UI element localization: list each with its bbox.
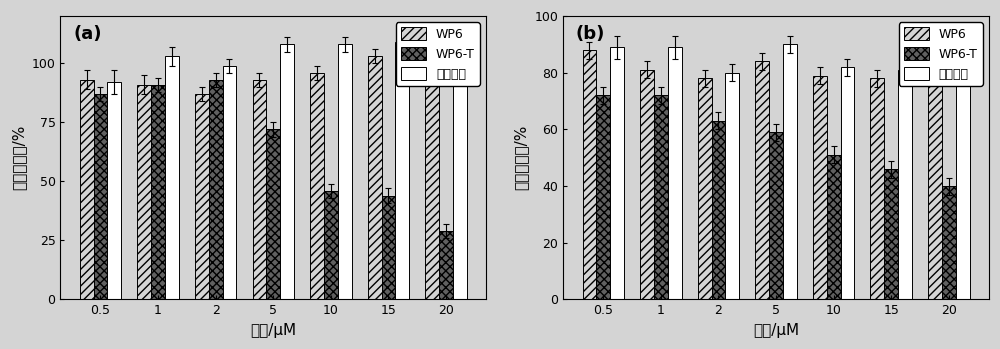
Bar: [253, 80, 266, 299]
Bar: [654, 96, 668, 299]
Bar: [755, 61, 769, 299]
Bar: [640, 70, 654, 299]
Bar: [725, 73, 739, 299]
Bar: [209, 80, 223, 299]
Bar: [425, 47, 439, 299]
Bar: [338, 44, 352, 299]
Bar: [596, 96, 610, 299]
Text: (b): (b): [576, 25, 605, 43]
Bar: [827, 155, 841, 299]
Bar: [382, 195, 395, 299]
Bar: [712, 121, 725, 299]
Y-axis label: 细胞存活率/%: 细胞存活率/%: [514, 125, 529, 191]
Bar: [266, 129, 280, 299]
Bar: [942, 186, 956, 299]
Bar: [898, 70, 912, 299]
Bar: [928, 59, 942, 299]
Bar: [956, 53, 970, 299]
Legend: WP6, WP6-T, 他莫昨芬: WP6, WP6-T, 他莫昨芬: [396, 22, 480, 86]
Bar: [324, 191, 338, 299]
Bar: [668, 47, 682, 299]
X-axis label: 浓度/μM: 浓度/μM: [250, 323, 296, 338]
Bar: [395, 42, 409, 299]
Bar: [453, 56, 467, 299]
Y-axis label: 细胞存活率/%: 细胞存活率/%: [11, 125, 26, 191]
Bar: [439, 231, 453, 299]
Bar: [165, 56, 179, 299]
Bar: [137, 84, 151, 299]
Bar: [151, 84, 165, 299]
Bar: [80, 80, 94, 299]
Bar: [884, 169, 898, 299]
Bar: [813, 76, 827, 299]
X-axis label: 浓度/μM: 浓度/μM: [753, 323, 799, 338]
Bar: [107, 82, 121, 299]
Bar: [195, 94, 209, 299]
Bar: [94, 94, 107, 299]
Bar: [368, 56, 382, 299]
Bar: [769, 132, 783, 299]
Bar: [310, 73, 324, 299]
Bar: [841, 67, 854, 299]
Bar: [610, 47, 624, 299]
Text: (a): (a): [73, 25, 102, 43]
Legend: WP6, WP6-T, 他莫昨芬: WP6, WP6-T, 他莫昨芬: [899, 22, 983, 86]
Bar: [870, 79, 884, 299]
Bar: [698, 79, 712, 299]
Bar: [223, 66, 236, 299]
Bar: [783, 44, 797, 299]
Bar: [280, 44, 294, 299]
Bar: [583, 50, 596, 299]
